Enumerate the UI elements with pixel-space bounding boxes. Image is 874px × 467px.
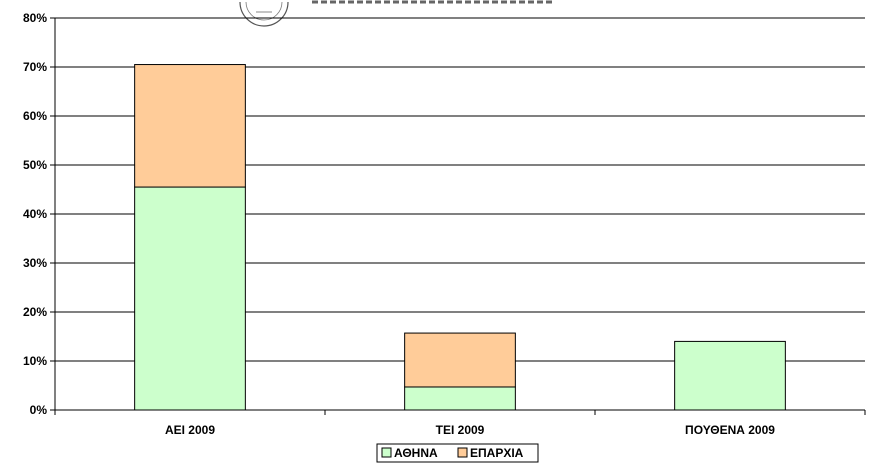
x-category-label: ΠΟΥΘΕΝΑ 2009 xyxy=(685,423,775,437)
legend: ΑΘΗΝΑ ΕΠΑΡΧΙΑ xyxy=(376,443,539,463)
legend-swatch xyxy=(457,447,468,458)
bar-segment xyxy=(404,386,516,411)
legend-swatch xyxy=(381,447,392,458)
x-axis-labels: ΑΕΙ 2009 ΤΕΙ 2009 ΠΟΥΘΕΝΑ 2009 xyxy=(165,423,775,437)
y-tick-label: 60% xyxy=(23,109,47,123)
bar-segment xyxy=(134,186,246,411)
y-tick-label: 20% xyxy=(23,305,47,319)
bars xyxy=(134,64,786,411)
y-tick-label: 30% xyxy=(23,256,47,270)
bar-segment xyxy=(674,340,786,411)
y-tick-label: 0% xyxy=(30,403,48,417)
y-tick-label: 40% xyxy=(23,207,47,221)
bar-segment xyxy=(134,64,246,188)
logo-seal xyxy=(239,0,555,27)
y-tick-label: 10% xyxy=(23,354,47,368)
bar-segment xyxy=(404,332,516,388)
y-tick-label: 70% xyxy=(23,60,47,74)
legend-entry: ΕΠΑΡΧΙΑ xyxy=(470,446,524,460)
y-tick-label: 80% xyxy=(23,11,47,25)
x-category-label: ΑΕΙ 2009 xyxy=(165,423,215,437)
legend-entry: ΑΘΗΝΑ xyxy=(394,446,438,460)
x-category-label: ΤΕΙ 2009 xyxy=(436,423,485,437)
y-tick-label: 50% xyxy=(23,158,47,172)
y-axis-ticks: 0% 10% 20% 30% 40% 50% 60% 70% 80% xyxy=(23,11,55,417)
